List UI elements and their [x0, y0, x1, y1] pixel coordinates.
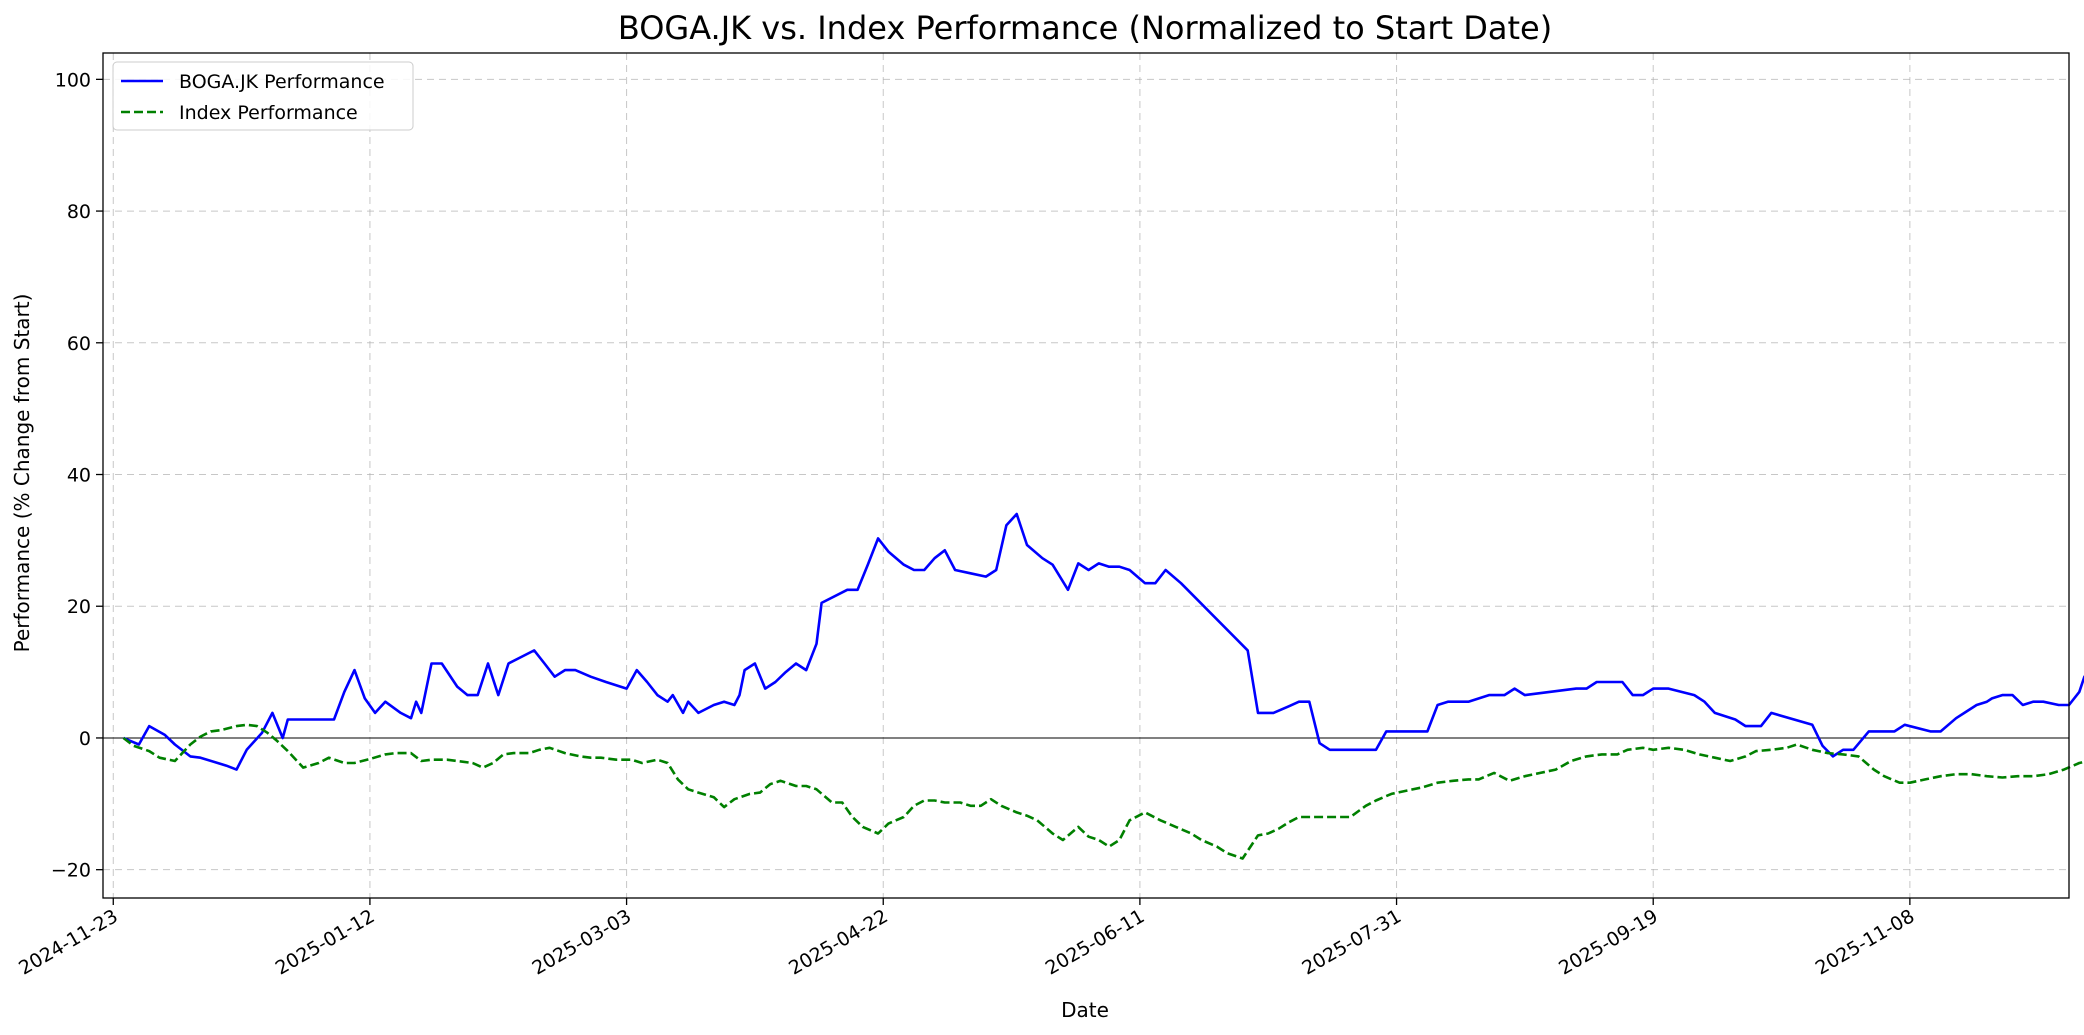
chart-title: BOGA.JK vs. Index Performance (Normalize…: [618, 9, 1552, 47]
legend-box: [112, 61, 414, 131]
y-tick-label: 80: [67, 201, 91, 223]
plot-frame: [102, 52, 2070, 899]
y-tick-label: 100: [55, 69, 91, 91]
y-tick-label: 20: [67, 596, 91, 618]
series-line-boga: [122, 512, 2084, 771]
x-axis-label: Date: [1061, 998, 1109, 1022]
grid-lines: [103, 53, 2069, 898]
y-tick-label: −20: [51, 860, 91, 882]
y-tick-label: 40: [67, 465, 91, 487]
legend-label: Index Performance: [179, 102, 358, 124]
y-tick-label: 60: [67, 333, 91, 355]
legend: BOGA.JK Performance Index Performance: [112, 61, 414, 131]
y-tick-label: 0: [79, 728, 91, 750]
legend-label: BOGA.JK Performance: [179, 71, 385, 93]
y-axis: −20 0 20 40 60 80 100: [51, 69, 103, 882]
series-line-index: [122, 723, 2084, 860]
y-axis-label: Performance (% Change from Start): [10, 294, 34, 653]
series-lines: [122, 512, 2084, 860]
